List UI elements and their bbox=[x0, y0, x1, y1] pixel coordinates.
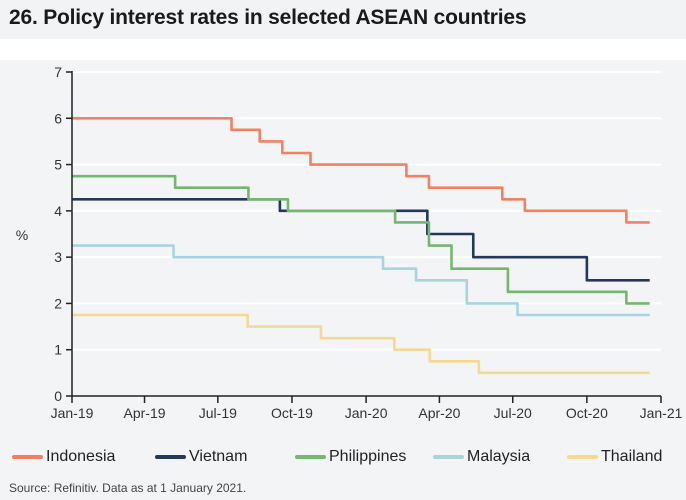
legend-item: Philippines bbox=[295, 448, 406, 466]
chart-title: 26. Policy interest rates in selected AS… bbox=[9, 6, 527, 29]
legend-swatch bbox=[433, 455, 464, 459]
series-line-vietnam bbox=[72, 197, 650, 282]
y-tick-label: 4 bbox=[54, 203, 62, 219]
x-tick-label: Jan-19 bbox=[51, 405, 94, 421]
series-line-malaysia bbox=[72, 244, 650, 317]
legend-label: Thailand bbox=[601, 448, 663, 465]
legend-item: Vietnam bbox=[155, 448, 247, 466]
y-axis-label: % bbox=[16, 227, 28, 243]
x-tick-label: Apr-19 bbox=[124, 405, 166, 421]
y-tick-label: 5 bbox=[54, 157, 62, 173]
x-tick-label: Jul-20 bbox=[494, 405, 532, 421]
y-tick-label: 3 bbox=[54, 249, 62, 265]
legend-swatch bbox=[155, 455, 186, 459]
legend-swatch bbox=[295, 455, 326, 459]
x-tick-label: Jan-21 bbox=[640, 405, 683, 421]
x-tick-label: Jul-19 bbox=[199, 405, 237, 421]
y-tick-label: 1 bbox=[54, 342, 62, 358]
series-line-philippines bbox=[72, 174, 650, 305]
legend-label: Vietnam bbox=[189, 448, 248, 465]
legend-item: Malaysia bbox=[433, 448, 530, 466]
x-tick-label: Jan-20 bbox=[345, 405, 388, 421]
chart-panel bbox=[0, 60, 686, 500]
legend-item: Indonesia bbox=[12, 448, 115, 466]
series-line-thailand bbox=[72, 313, 650, 375]
x-tick-label: Oct-19 bbox=[271, 405, 313, 421]
legend-label: Malaysia bbox=[467, 448, 531, 465]
y-tick-label: 7 bbox=[54, 64, 62, 80]
title-bar: 26. Policy interest rates in selected AS… bbox=[0, 0, 686, 39]
legend-item: Thailand bbox=[567, 448, 662, 466]
legend-label: Philippines bbox=[329, 448, 407, 465]
legend-label: Indonesia bbox=[46, 448, 116, 465]
y-tick-label: 0 bbox=[54, 388, 62, 404]
x-tick-label: Oct-20 bbox=[566, 405, 608, 421]
legend-swatch bbox=[567, 455, 598, 459]
y-tick-label: 2 bbox=[54, 295, 62, 311]
series-line-indonesia bbox=[72, 116, 650, 224]
y-tick-label: 6 bbox=[54, 110, 62, 126]
legend-swatch bbox=[12, 455, 43, 459]
source-note: Source: Refinitiv. Data as at 1 January … bbox=[9, 481, 247, 495]
x-tick-label: Apr-20 bbox=[418, 405, 460, 421]
